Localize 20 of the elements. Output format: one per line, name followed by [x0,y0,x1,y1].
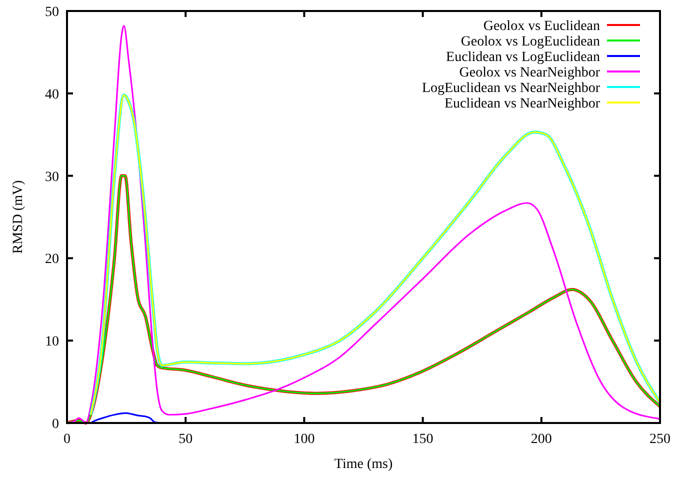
y-tick-label: 30 [45,170,59,185]
x-tick-label: 250 [650,432,670,447]
x-tick-label: 50 [178,432,193,447]
y-tick-label: 40 [45,87,59,102]
legend-label: Geolox vs Euclidean [483,19,600,34]
x-tick-label: 0 [64,432,70,447]
x-tick-label: 100 [294,432,315,447]
y-tick-label: 50 [45,5,59,20]
y-axis-title: RMSD (mV) [11,180,26,254]
x-tick-label: 200 [530,432,552,447]
y-tick-label: 20 [45,252,59,268]
legend-label: Euclidean vs LogEuclidean [446,50,600,65]
y-tick-label: 0 [52,417,59,432]
legend-label: Geolox vs NearNeighbor [459,66,600,80]
legend-label: Euclidean vs NearNeighbor [444,96,600,112]
legend-label: Geolox vs LogEuclidean [460,34,600,50]
x-tick-label: 150 [412,432,434,447]
legend-label: LogEuclidean vs NearNeighbor [422,81,600,96]
x-axis-title: Time (ms) [334,457,393,472]
y-tick-label: 10 [45,334,59,350]
